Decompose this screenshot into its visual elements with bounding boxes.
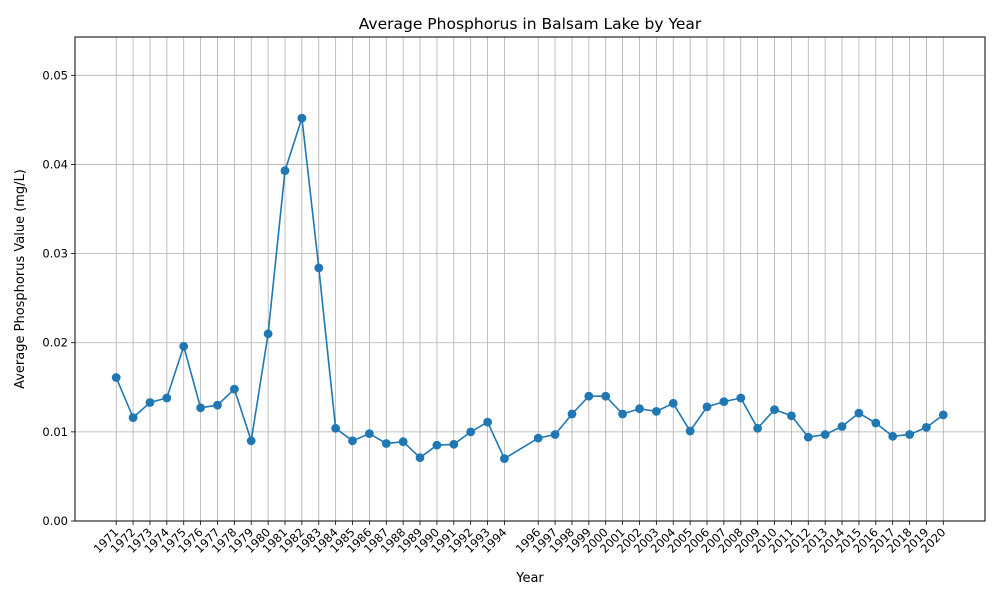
data-point — [922, 423, 931, 432]
data-point — [736, 393, 746, 403]
data-point — [398, 437, 408, 447]
data-point — [567, 409, 577, 419]
data-point — [314, 263, 324, 273]
y-tick-label: 0.03 — [42, 247, 68, 261]
gridlines — [75, 37, 985, 522]
data-point — [753, 423, 762, 433]
data-point — [635, 404, 644, 414]
data-series — [111, 113, 948, 463]
y-axis-ticks: 0.00 0.01 0.02 0.03 0.04 0.05 — [42, 68, 75, 528]
data-point — [246, 436, 256, 446]
data-point — [263, 329, 273, 339]
data-point — [938, 410, 948, 420]
data-point — [905, 430, 914, 439]
data-point — [179, 341, 189, 351]
data-point — [533, 433, 543, 443]
data-point — [500, 454, 509, 463]
data-point — [466, 427, 476, 437]
data-point — [854, 408, 864, 418]
y-axis-label: Average Phosphorus Value (mg/L) — [13, 169, 28, 389]
data-point — [871, 418, 881, 428]
data-point — [415, 453, 425, 463]
data-point — [803, 432, 813, 442]
data-point — [618, 409, 627, 419]
data-point — [348, 436, 357, 446]
data-point — [381, 439, 391, 448]
data-point — [230, 384, 239, 394]
y-tick-label: 0.01 — [42, 425, 68, 439]
data-point — [145, 398, 155, 407]
data-point — [331, 423, 340, 433]
data-point — [128, 413, 138, 422]
data-point — [770, 405, 779, 414]
data-point — [668, 398, 678, 408]
data-point — [196, 403, 206, 413]
data-point — [652, 407, 661, 416]
chart-title: Average Phosphorus in Balsam Lake by Yea… — [359, 15, 702, 33]
data-point — [550, 430, 560, 439]
data-point — [365, 429, 374, 438]
data-point — [837, 422, 847, 431]
data-point — [888, 431, 898, 441]
x-axis-label: Year — [515, 571, 544, 586]
x-axis-ticks: 1971197219731974197519761977197819791980… — [91, 521, 948, 556]
data-point — [584, 391, 594, 401]
data-point — [787, 411, 796, 421]
data-point — [432, 440, 442, 450]
data-point — [820, 430, 830, 439]
data-point — [702, 402, 712, 412]
data-point — [449, 439, 459, 449]
data-point — [111, 373, 121, 382]
data-point — [601, 391, 611, 401]
data-point — [162, 393, 172, 403]
plot-frame — [74, 36, 986, 522]
y-tick-label: 0.00 — [42, 514, 68, 528]
data-point — [297, 113, 307, 123]
data-point — [213, 400, 222, 410]
y-tick-label: 0.04 — [42, 157, 68, 171]
data-point — [280, 166, 290, 176]
data-point — [483, 417, 492, 427]
data-point — [685, 426, 695, 436]
y-tick-label: 0.02 — [42, 336, 68, 350]
data-point — [719, 397, 729, 406]
y-tick-label: 0.05 — [42, 68, 68, 82]
